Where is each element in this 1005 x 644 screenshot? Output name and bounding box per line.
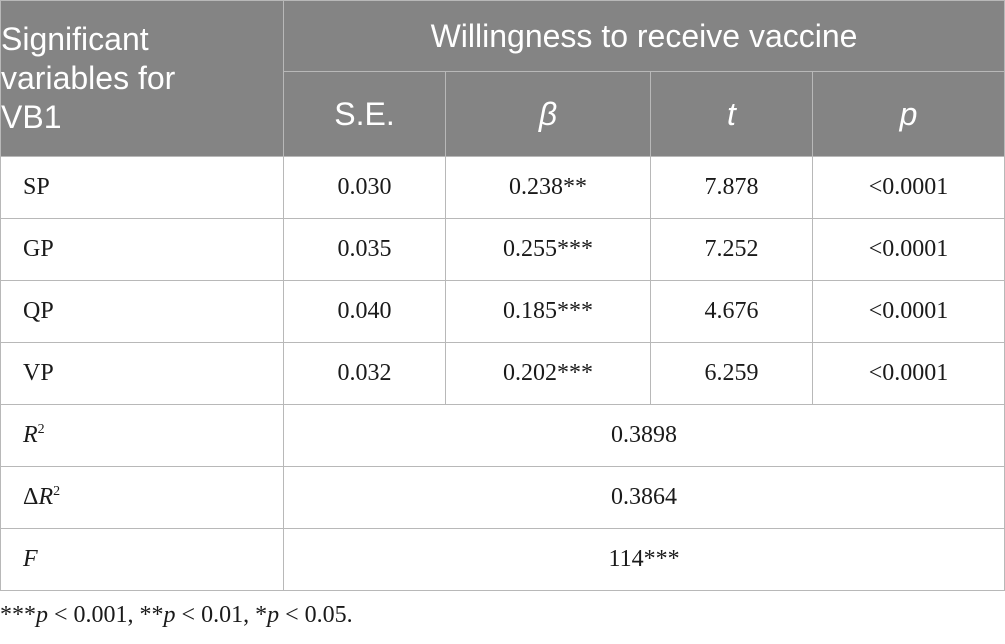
cell-p: <0.0001 <box>811 156 1005 219</box>
significance-footnote: ***p < 0.001, **p < 0.01, *p < 0.05. <box>0 602 353 628</box>
cell-se: 0.040 <box>283 280 446 343</box>
summary-row-r2: R2 0.3898 <box>0 404 1005 467</box>
r2-value: 0.3898 <box>282 404 1005 467</box>
row-label: VP <box>0 342 284 405</box>
cell-se: 0.035 <box>283 218 446 281</box>
table-row: VP 0.032 0.202*** 6.259 <0.0001 <box>0 342 1005 405</box>
col-header-t: t <box>650 71 813 157</box>
cell-se: 0.032 <box>283 342 446 405</box>
cell-t: 4.676 <box>650 280 813 343</box>
r2-label: R2 <box>0 404 284 467</box>
table-row: SP 0.030 0.238** 7.878 <0.0001 <box>0 156 1005 219</box>
table-header: Significant variables for VB1 Willingness … <box>0 0 1005 157</box>
cell-beta: 0.202*** <box>445 342 651 405</box>
summary-row-delta-r2: ΔR2 0.3864 <box>0 466 1005 529</box>
col-header-se: S.E. <box>283 71 446 157</box>
row-label: SP <box>0 156 284 219</box>
cell-se: 0.030 <box>283 156 446 219</box>
f-value: 114*** <box>282 528 1005 591</box>
delta-r2-label: ΔR2 <box>0 466 284 529</box>
group-header: Willingness to receive vaccine <box>282 0 1005 72</box>
table-body: SP 0.030 0.238** 7.878 <0.0001 GP 0.035 … <box>0 156 1005 591</box>
row-label: QP <box>0 280 284 343</box>
f-label: F <box>0 528 284 591</box>
cell-beta: 0.238** <box>445 156 651 219</box>
table-row: GP 0.035 0.255*** 7.252 <0.0001 <box>0 218 1005 281</box>
delta-r2-value: 0.3864 <box>282 466 1005 529</box>
cell-t: 6.259 <box>650 342 813 405</box>
cell-p: <0.0001 <box>811 218 1005 281</box>
summary-row-f: F 114*** <box>0 528 1005 591</box>
cell-p: <0.0001 <box>811 342 1005 405</box>
cell-t: 7.878 <box>650 156 813 219</box>
variables-header: Significant variables for VB1 <box>0 0 284 157</box>
row-label: GP <box>0 218 284 281</box>
col-header-beta: β <box>445 71 651 157</box>
cell-beta: 0.185*** <box>445 280 651 343</box>
cell-beta: 0.255*** <box>445 218 651 281</box>
table-row: QP 0.040 0.185*** 4.676 <0.0001 <box>0 280 1005 343</box>
cell-t: 7.252 <box>650 218 813 281</box>
cell-p: <0.0001 <box>811 280 1005 343</box>
regression-table: Significant variables for VB1 Willingness … <box>0 0 1005 591</box>
col-header-p: p <box>811 71 1005 157</box>
